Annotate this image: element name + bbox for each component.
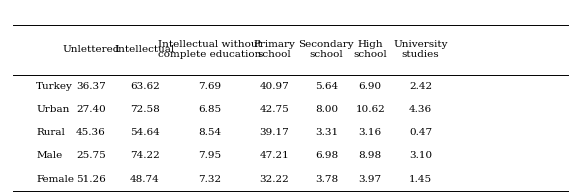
- Text: 8.00: 8.00: [315, 105, 338, 114]
- Text: Turkey: Turkey: [36, 82, 73, 91]
- Text: 1.45: 1.45: [409, 175, 432, 184]
- Text: 27.40: 27.40: [76, 105, 106, 114]
- Text: 0.47: 0.47: [409, 128, 432, 137]
- Text: 3.78: 3.78: [315, 175, 338, 184]
- Text: 6.98: 6.98: [315, 152, 338, 161]
- Text: Unlettered: Unlettered: [62, 45, 120, 54]
- Text: Intellectual without
complete education: Intellectual without complete education: [157, 40, 261, 59]
- Text: 4.36: 4.36: [409, 105, 432, 114]
- Text: 7.69: 7.69: [198, 82, 221, 91]
- Text: Intellectual: Intellectual: [114, 45, 175, 54]
- Text: Urban: Urban: [36, 105, 70, 114]
- Text: 47.21: 47.21: [260, 152, 289, 161]
- Text: 3.97: 3.97: [358, 175, 382, 184]
- Text: 54.64: 54.64: [130, 128, 160, 137]
- Text: 36.37: 36.37: [76, 82, 106, 91]
- Text: Secondary
school: Secondary school: [299, 40, 354, 59]
- Text: 32.22: 32.22: [260, 175, 289, 184]
- Text: 3.10: 3.10: [409, 152, 432, 161]
- Text: University
studies: University studies: [393, 40, 448, 59]
- Text: Male: Male: [36, 152, 62, 161]
- Text: 39.17: 39.17: [260, 128, 289, 137]
- Text: 3.31: 3.31: [315, 128, 338, 137]
- Text: 40.97: 40.97: [260, 82, 289, 91]
- Text: 45.36: 45.36: [76, 128, 106, 137]
- Text: Rural: Rural: [36, 128, 65, 137]
- Text: 7.95: 7.95: [198, 152, 221, 161]
- Text: 42.75: 42.75: [260, 105, 289, 114]
- Text: Female: Female: [36, 175, 74, 184]
- Text: 8.98: 8.98: [358, 152, 382, 161]
- Text: 2.42: 2.42: [409, 82, 432, 91]
- Text: 74.22: 74.22: [130, 152, 160, 161]
- Text: 51.26: 51.26: [76, 175, 106, 184]
- Text: 48.74: 48.74: [130, 175, 160, 184]
- Text: Primary
school: Primary school: [253, 40, 295, 59]
- Text: 63.62: 63.62: [130, 82, 160, 91]
- Text: 5.64: 5.64: [315, 82, 338, 91]
- Text: 25.75: 25.75: [76, 152, 106, 161]
- Text: 7.32: 7.32: [198, 175, 221, 184]
- Text: 72.58: 72.58: [130, 105, 160, 114]
- Text: 3.16: 3.16: [358, 128, 382, 137]
- Text: High
school: High school: [353, 40, 387, 59]
- Text: 6.85: 6.85: [198, 105, 221, 114]
- Text: 8.54: 8.54: [198, 128, 221, 137]
- Text: 10.62: 10.62: [356, 105, 385, 114]
- Text: 6.90: 6.90: [358, 82, 382, 91]
